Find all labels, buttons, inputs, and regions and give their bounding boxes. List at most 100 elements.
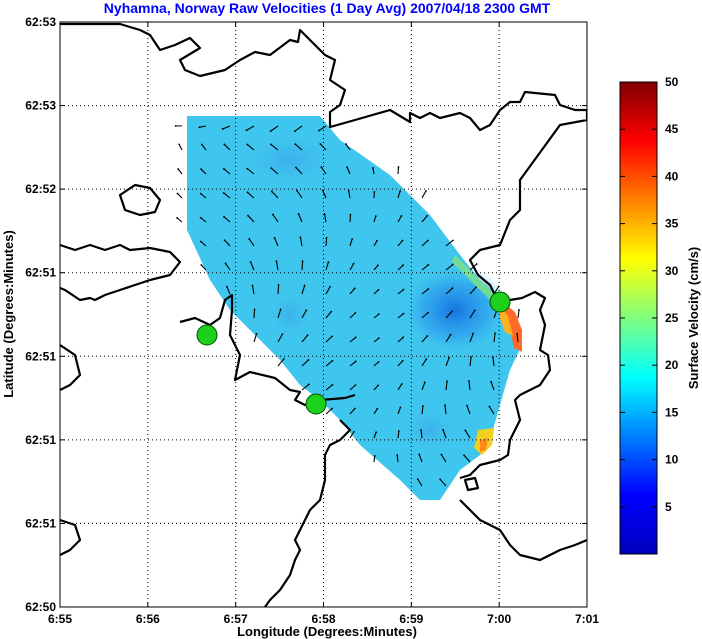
x-axis-ticks: 6:55 6:56 6:57 6:58 6:59 7:00 7:01 <box>48 22 599 626</box>
radar-site-marker-east <box>489 291 511 313</box>
colorbar-tick-label: 30 <box>665 264 679 278</box>
velocity-vector-head <box>402 264 405 267</box>
velocity-vector <box>440 454 447 463</box>
velocity-field-base <box>187 116 522 500</box>
colorbar-tick-label: 10 <box>665 453 679 467</box>
chart-title: Nyhamna, Norway Raw Velocities (1 Day Av… <box>104 0 551 16</box>
velocity-vector-head <box>307 383 310 386</box>
velocity-vector-head <box>377 264 379 267</box>
velocity-vector <box>224 239 231 247</box>
velocity-vector <box>247 191 255 199</box>
velocity-vector-head <box>224 262 227 265</box>
y-tick-label: 62:53 <box>25 15 56 29</box>
velocity-vector-head <box>377 384 379 387</box>
velocity-vector-head <box>329 285 331 288</box>
velocity-vector <box>373 264 379 271</box>
colorbar-tick-label: 20 <box>665 358 679 372</box>
velocity-vector-head <box>320 166 323 169</box>
colorbar-tick-label: 40 <box>665 169 679 183</box>
velocity-vector <box>464 430 471 439</box>
velocity-vector-head <box>255 332 258 335</box>
velocity-vector-head <box>448 356 450 359</box>
velocity-vector <box>421 190 427 199</box>
velocity-vector <box>272 214 279 223</box>
velocity-vector-head <box>426 239 429 242</box>
velocity-vector <box>319 143 327 151</box>
velocity-vector-head <box>402 312 405 315</box>
velocity-vector-head <box>200 168 203 171</box>
velocity-vector <box>373 455 376 463</box>
velocity-vector <box>517 309 520 319</box>
velocity-vector-head <box>354 336 357 339</box>
velocity-vector <box>373 215 377 223</box>
velocity-vector-head <box>275 260 278 263</box>
velocity-vector-head <box>293 130 296 133</box>
velocity-vector-head <box>325 236 328 239</box>
velocity-vector-head <box>377 337 380 340</box>
velocity-vector <box>298 213 303 223</box>
velocity-vector-head <box>377 313 380 316</box>
velocity-vector-head <box>347 189 350 192</box>
velocity-vector-head <box>397 166 400 168</box>
radar-site-marker-west <box>196 324 218 346</box>
velocity-vector <box>325 286 331 295</box>
velocity-vector-head <box>376 239 378 242</box>
velocity-vector <box>177 193 183 199</box>
velocity-vector-head <box>490 380 492 383</box>
low-speed-patch-west <box>265 290 315 340</box>
y-tick-label: 62:52 <box>25 182 56 196</box>
velocity-vector <box>251 285 255 295</box>
velocity-vector-head <box>351 238 354 240</box>
velocity-vector <box>468 380 471 391</box>
velocity-vector <box>421 312 429 319</box>
velocity-vector <box>200 217 207 223</box>
velocity-vector-head <box>420 429 422 431</box>
velocity-vector-head <box>226 285 228 288</box>
velocity-vector <box>324 213 327 223</box>
velocity-vector-head <box>331 407 334 410</box>
velocity-vector <box>397 407 401 415</box>
velocity-vector <box>372 167 375 175</box>
radar-sites <box>196 291 511 415</box>
x-tick-label: 6:59 <box>399 612 423 626</box>
velocity-vector-head <box>492 356 494 359</box>
velocity-vector <box>373 289 379 295</box>
x-axis-label: Longitude (Degrees:Minutes) <box>237 624 417 639</box>
velocity-vector-head <box>245 129 248 132</box>
velocity-vector-head <box>247 214 249 217</box>
velocity-vector-head <box>488 405 491 408</box>
x-tick-label: 6:58 <box>311 612 335 626</box>
velocity-vector-head <box>174 124 177 127</box>
velocity-vector-head <box>330 310 333 313</box>
velocity-vector <box>277 358 285 367</box>
velocity-vector-head <box>354 360 357 363</box>
velocity-vector <box>397 264 404 271</box>
velocity-vector <box>397 215 402 223</box>
velocity-vector <box>349 263 355 271</box>
velocity-vector <box>442 429 447 439</box>
velocity-vector <box>277 333 283 343</box>
velocity-vector <box>246 168 255 175</box>
velocity-vector <box>397 336 404 343</box>
velocity-vector <box>320 166 327 175</box>
velocity-vector <box>200 193 207 199</box>
velocity-vector <box>250 261 255 271</box>
velocity-vector-head <box>440 453 443 456</box>
velocity-vector <box>421 264 429 271</box>
velocity-vector-head <box>323 212 326 215</box>
velocity-vector <box>225 263 231 271</box>
colorbar-label: Surface Velocity (cm/s) <box>686 247 701 389</box>
velocity-vector-head <box>200 143 203 146</box>
velocity-vector <box>469 286 477 295</box>
velocity-vector-head <box>279 308 282 311</box>
velocity-vector-head <box>396 454 399 456</box>
y-axis-ticks: 62:53 62:53 62:52 62:51 62:51 62:51 62:51 62:50 <box>25 15 587 614</box>
velocity-vector <box>349 431 355 439</box>
velocity-vector-head <box>294 143 297 146</box>
velocity-vector-head <box>497 285 500 288</box>
velocity-vector-head <box>246 191 249 194</box>
velocity-vector-head <box>253 308 256 311</box>
velocity-vector-head <box>401 359 404 362</box>
velocity-vector <box>493 333 496 343</box>
velocity-vector-head <box>427 288 430 290</box>
